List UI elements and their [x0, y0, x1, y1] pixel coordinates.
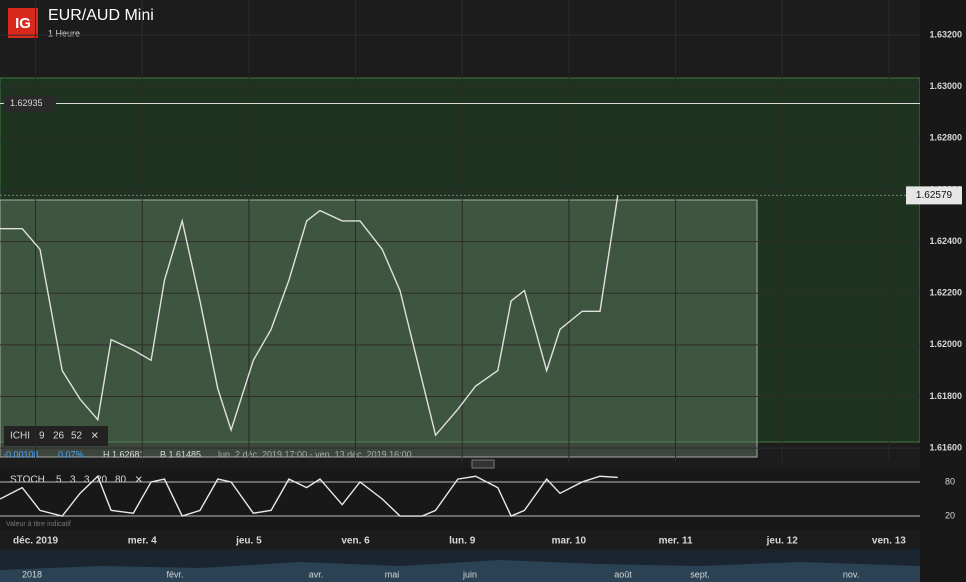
y-tick-label: 1.62000	[929, 339, 962, 349]
stoch-param: 3	[70, 475, 76, 486]
navigator-label: 2018	[22, 569, 42, 579]
close-icon[interactable]: ×	[135, 471, 143, 486]
navigator-label: avr.	[309, 569, 324, 579]
y-tick-label: 1.61800	[929, 391, 962, 401]
ichi-label: ICHI	[10, 431, 30, 442]
price-axis	[920, 0, 966, 582]
ichi-param: 26	[53, 431, 65, 442]
y-tick-label: 1.63000	[929, 81, 962, 91]
stoch-param: 3	[84, 475, 90, 486]
navigator-label: mai	[385, 569, 400, 579]
y-tick-label: 1.62200	[929, 288, 962, 298]
stoch-tick-label: 80	[945, 476, 955, 486]
x-tick-label: mer. 4	[128, 536, 157, 547]
x-tick-label: mer. 11	[659, 536, 693, 547]
close-icon[interactable]: ×	[91, 427, 99, 442]
ichi-param: 52	[71, 431, 83, 442]
change-pct: 0.07%	[58, 449, 84, 459]
navigator-label: nov.	[843, 569, 859, 579]
y-tick-label: 1.63200	[929, 29, 962, 39]
ichi-param: 9	[39, 431, 45, 442]
stoch-label: STOCH	[10, 475, 45, 486]
x-tick-label: lun. 9	[449, 536, 476, 547]
price-line	[0, 475, 618, 517]
resize-handle[interactable]	[471, 459, 495, 469]
range: lun. 2 déc. 2019 17:00 - ven. 13 déc. 20…	[218, 449, 412, 459]
y-tick-label: 1.62400	[929, 236, 962, 246]
change: -0.00108	[3, 449, 39, 459]
last-label: 1.62579	[916, 190, 953, 201]
logo-text: IG	[15, 15, 31, 32]
ichi-box[interactable]	[4, 426, 108, 446]
stoch-note: Valeur à titre indicatif	[6, 521, 71, 528]
price-line	[0, 195, 619, 437]
navigator-label: août	[614, 569, 632, 579]
level-tag	[4, 95, 56, 112]
x-tick-label: jeu. 5	[235, 536, 262, 547]
navigator-label: sept.	[690, 569, 710, 579]
stoch-param: 80	[115, 475, 127, 486]
stoch-param: 20	[96, 475, 108, 486]
logo	[8, 8, 38, 38]
low: B 1.61485	[160, 449, 201, 459]
x-tick-label: mar. 10	[552, 536, 587, 547]
selection-box	[0, 199, 758, 458]
navigator-label: juin	[462, 569, 477, 579]
x-tick-label: ven. 13	[872, 536, 906, 547]
stoch-param: 5	[56, 475, 62, 486]
title: EUR/AUD Mini	[48, 7, 154, 24]
high: H 1.62681	[103, 449, 145, 459]
interval: 1 Heure	[48, 28, 80, 38]
x-tick-label: jeu. 12	[766, 536, 799, 547]
navigator-label: févr.	[166, 569, 183, 579]
level-label: 1.62935	[10, 98, 43, 108]
navigator-area	[0, 560, 920, 582]
x-tick-label: ven. 6	[341, 536, 370, 547]
stoch-tick-label: 20	[945, 510, 955, 520]
y-tick-label: 1.62800	[929, 133, 962, 143]
last-tag	[906, 186, 962, 205]
x-tick-label: déc. 2019	[13, 536, 58, 547]
y-tick-label: 1.61600	[929, 442, 962, 452]
